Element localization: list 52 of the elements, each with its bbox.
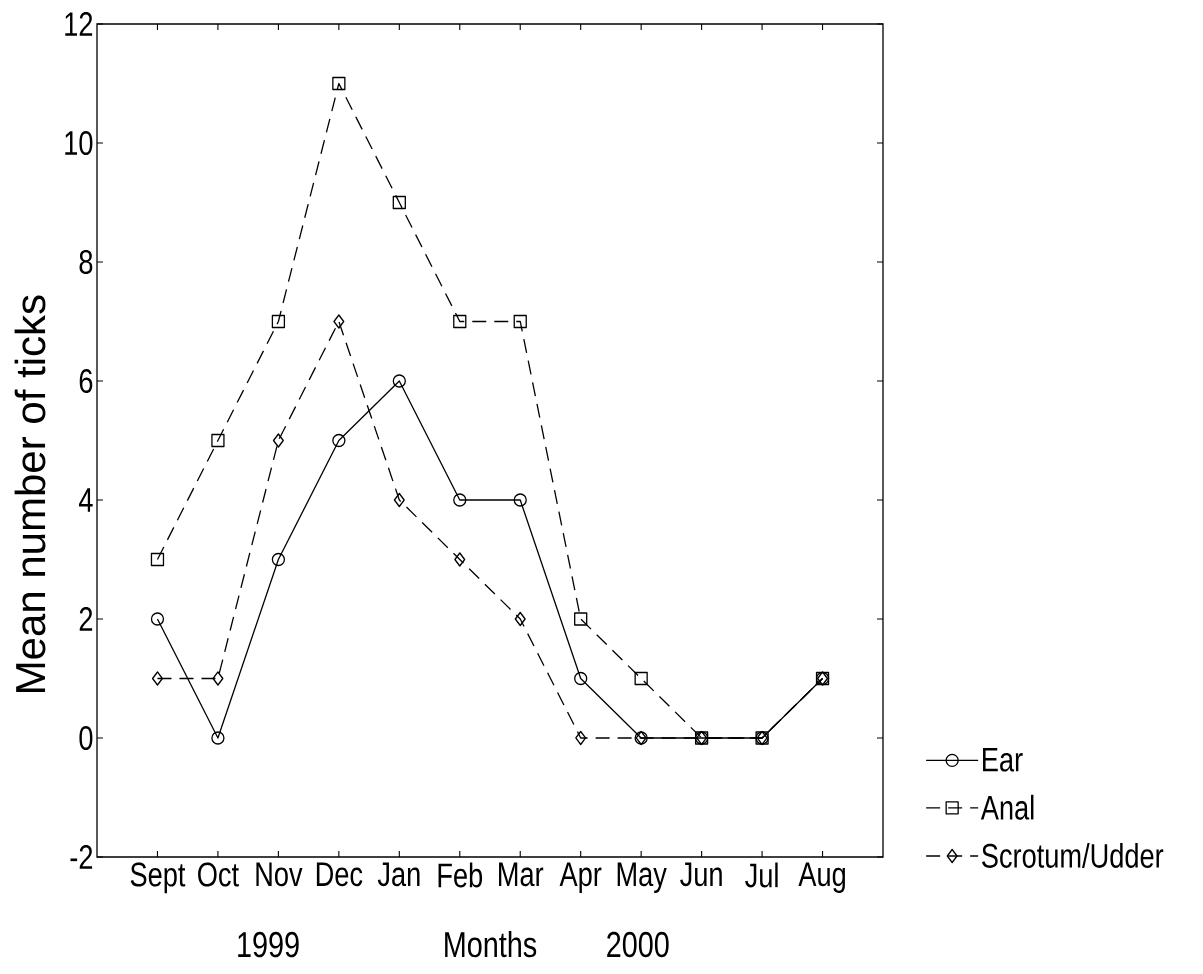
point bbox=[333, 314, 345, 329]
legend-label: Scrotum/Udder bbox=[982, 842, 1164, 868]
x-tick-label: Mar bbox=[499, 862, 544, 887]
point bbox=[454, 552, 466, 567]
x-tick-label: Jun bbox=[680, 862, 722, 887]
legend-label: Ear bbox=[983, 747, 1023, 772]
point bbox=[453, 314, 467, 329]
x-tick-label: Aug bbox=[798, 862, 845, 893]
y-tick-label: -2 bbox=[70, 845, 93, 869]
point bbox=[271, 314, 286, 329]
point bbox=[392, 195, 406, 210]
point bbox=[392, 374, 406, 388]
point bbox=[393, 492, 405, 508]
text: 1999 bbox=[238, 931, 299, 958]
point bbox=[332, 433, 346, 448]
y-tick-label: 2 bbox=[79, 607, 93, 631]
y-tick-label: 10 bbox=[65, 130, 93, 156]
point bbox=[271, 552, 286, 567]
x-tick-label: Sept bbox=[130, 862, 186, 894]
point bbox=[150, 612, 165, 626]
point bbox=[332, 76, 346, 91]
text: 2000 bbox=[607, 931, 669, 958]
x-tick-label: Dec bbox=[316, 862, 363, 887]
y-axis-title: Mean number of ticks bbox=[14, 295, 46, 692]
point bbox=[574, 612, 588, 626]
x-tick-label: Jul bbox=[745, 862, 778, 888]
point bbox=[574, 671, 588, 686]
x-tick-label: Oct bbox=[198, 862, 239, 887]
legend-label: Anal bbox=[980, 794, 1034, 820]
x-tick-label: Feb bbox=[438, 862, 483, 888]
point bbox=[513, 314, 527, 329]
x-tick-label: May bbox=[617, 862, 667, 893]
y-tick-label: 4 bbox=[78, 488, 93, 512]
point bbox=[514, 611, 526, 627]
x-tick-label: Apr bbox=[559, 862, 602, 893]
point bbox=[150, 552, 165, 567]
x-tick-label: Jan bbox=[377, 862, 420, 887]
point bbox=[453, 493, 467, 507]
point bbox=[634, 671, 648, 686]
point bbox=[151, 671, 163, 686]
point bbox=[575, 730, 587, 746]
point bbox=[272, 433, 284, 448]
x-tick-label: Nov bbox=[256, 862, 303, 887]
x-axis-title: Months bbox=[445, 930, 537, 958]
y-tick-label: 6 bbox=[79, 368, 93, 394]
point bbox=[211, 433, 225, 448]
point bbox=[212, 671, 224, 686]
y-tick-label: 12 bbox=[65, 12, 93, 36]
point bbox=[513, 493, 527, 507]
point bbox=[211, 731, 225, 745]
y-tick-label: 8 bbox=[79, 249, 93, 275]
y-tick-label: 0 bbox=[79, 725, 93, 751]
